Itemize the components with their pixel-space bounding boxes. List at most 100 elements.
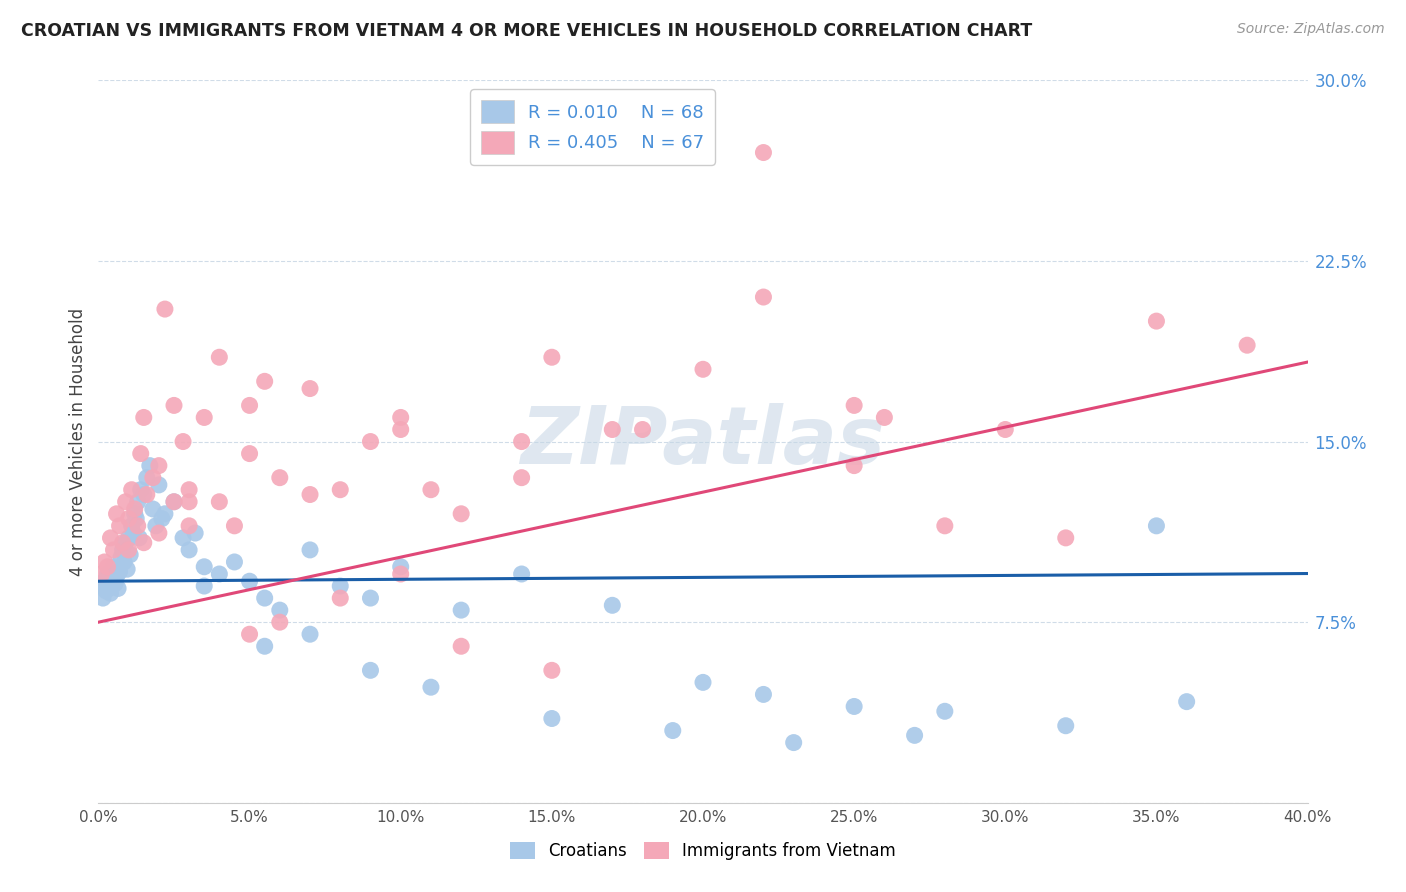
Point	[108, 565, 131, 579]
Point	[239, 398, 262, 412]
Point	[93, 574, 115, 589]
Point	[389, 410, 412, 425]
Point	[329, 483, 352, 497]
Point	[128, 531, 150, 545]
Point	[208, 350, 231, 364]
Point	[631, 423, 654, 437]
Point	[108, 519, 131, 533]
Point	[148, 478, 170, 492]
Point	[153, 507, 176, 521]
Point	[360, 591, 382, 606]
Point	[208, 494, 231, 508]
Point	[269, 615, 291, 630]
Point	[844, 458, 866, 473]
Point	[208, 567, 231, 582]
Point	[163, 494, 186, 508]
Point	[269, 603, 291, 617]
Point	[360, 434, 382, 449]
Point	[994, 423, 1017, 437]
Point	[111, 542, 134, 557]
Point	[540, 664, 562, 678]
Point	[692, 675, 714, 690]
Point	[360, 664, 382, 678]
Point	[193, 579, 215, 593]
Point	[107, 582, 129, 596]
Point	[96, 559, 118, 574]
Point	[145, 519, 167, 533]
Point	[142, 502, 165, 516]
Point	[1054, 719, 1077, 733]
Point	[329, 579, 352, 593]
Point	[631, 109, 654, 123]
Point	[239, 574, 262, 589]
Point	[139, 458, 162, 473]
Point	[118, 511, 141, 525]
Point	[450, 603, 472, 617]
Point	[540, 712, 562, 726]
Point	[450, 507, 472, 521]
Point	[1054, 531, 1077, 545]
Point	[752, 687, 775, 701]
Point	[193, 559, 215, 574]
Point	[115, 562, 138, 576]
Point	[114, 494, 136, 508]
Point	[135, 471, 157, 485]
Point	[124, 507, 146, 521]
Point	[299, 542, 322, 557]
Point	[844, 398, 866, 412]
Point	[172, 434, 194, 449]
Point	[602, 423, 624, 437]
Point	[299, 487, 322, 501]
Point	[132, 487, 155, 501]
Point	[111, 535, 134, 549]
Point	[118, 531, 141, 545]
Point	[661, 723, 683, 738]
Point	[132, 535, 155, 549]
Point	[692, 362, 714, 376]
Point	[1236, 338, 1258, 352]
Point	[269, 471, 291, 485]
Point	[125, 511, 148, 525]
Point	[105, 507, 128, 521]
Point	[253, 639, 276, 653]
Point	[389, 423, 412, 437]
Point	[98, 579, 121, 593]
Point	[1175, 695, 1198, 709]
Point	[121, 519, 143, 533]
Point	[132, 410, 155, 425]
Point	[112, 555, 135, 569]
Point	[148, 526, 170, 541]
Point	[253, 591, 276, 606]
Point	[783, 735, 806, 749]
Point	[142, 471, 165, 485]
Point	[752, 290, 775, 304]
Point	[121, 483, 143, 497]
Point	[100, 531, 122, 545]
Point	[104, 576, 127, 591]
Point	[94, 583, 117, 598]
Point	[179, 494, 201, 508]
Point	[873, 410, 896, 425]
Point	[179, 542, 201, 557]
Point	[389, 567, 412, 582]
Point	[103, 559, 125, 574]
Point	[224, 555, 246, 569]
Point	[540, 350, 562, 364]
Point	[90, 579, 112, 593]
Point	[101, 572, 124, 586]
Point	[420, 483, 443, 497]
Point	[179, 483, 201, 497]
Point	[91, 591, 114, 606]
Point	[129, 483, 152, 497]
Point	[844, 699, 866, 714]
Point	[510, 471, 533, 485]
Point	[752, 145, 775, 160]
Point	[253, 375, 276, 389]
Point	[179, 519, 201, 533]
Point	[450, 639, 472, 653]
Point	[122, 526, 145, 541]
Point	[239, 627, 262, 641]
Point	[110, 550, 132, 565]
Point	[100, 586, 122, 600]
Point	[184, 526, 207, 541]
